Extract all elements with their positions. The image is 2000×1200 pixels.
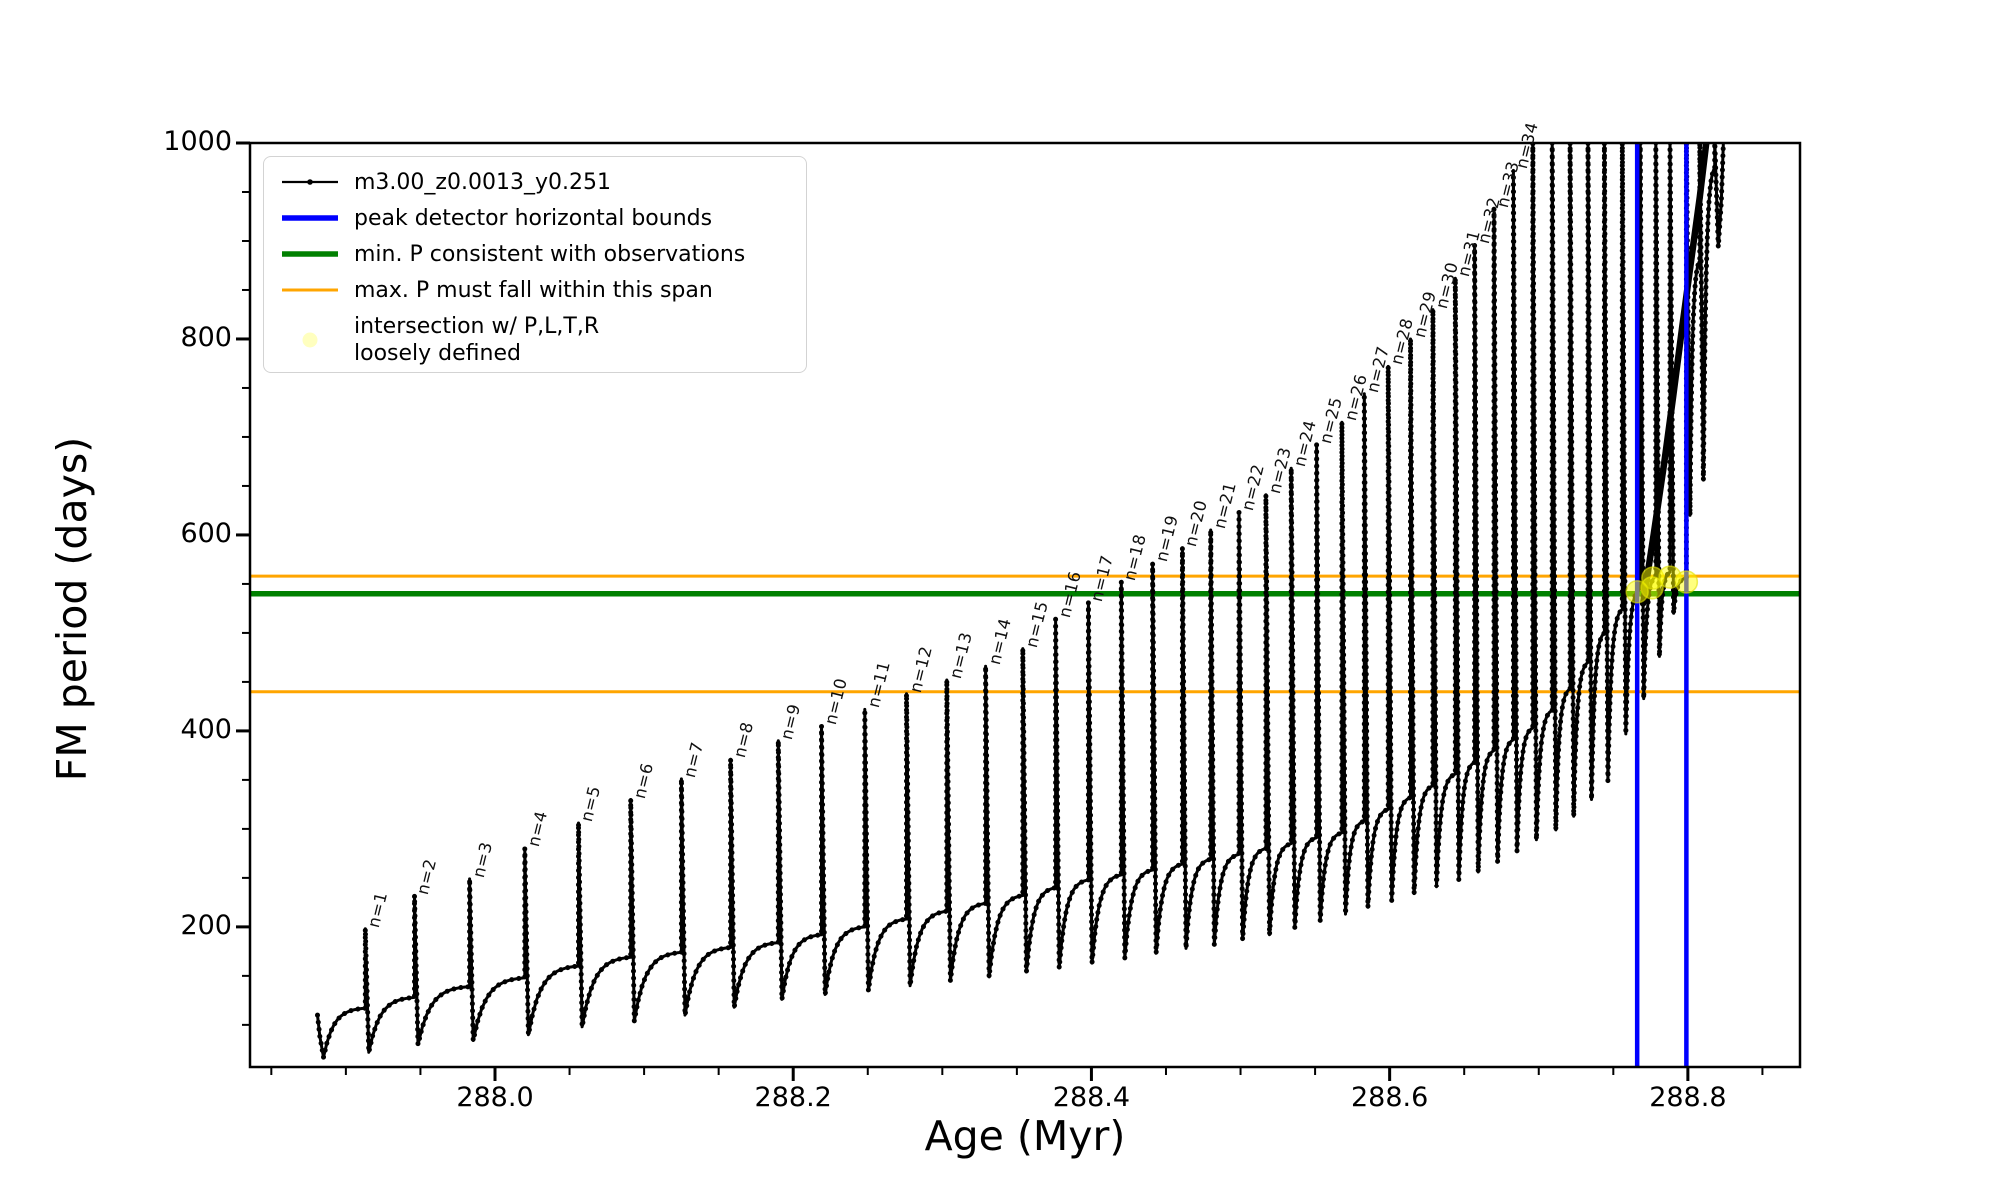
pulse-curve-markers [315,143,1726,1058]
legend-item-label: min. P consistent with observations [354,241,746,267]
y-tick-label: 800 [180,321,232,353]
y-axis-label: FM period (days) [48,436,96,782]
x-axis-label: Age (Myr) [924,1112,1126,1160]
y-tick-label: 600 [180,517,232,549]
legend-line-sample-icon [274,170,346,194]
legend-item-label: peak detector horizontal bounds [354,205,713,231]
intersection-marker [1674,570,1699,594]
legend-item: intersection w/ P,L,T,R loosely defined [274,308,806,372]
legend-item: m3.00_z0.0013_y0.251 [274,164,806,200]
x-tick-label: 288.6 [1350,1082,1429,1113]
y-tick-label: 200 [180,909,232,941]
legend-line-sample-icon [274,206,346,230]
legend-item-label: m3.00_z0.0013_y0.251 [354,169,611,195]
legend-item: max. P must fall within this span [274,272,806,308]
final-rise-curve [1639,143,1710,607]
x-tick-label: 288.0 [456,1082,534,1113]
plot-area [250,143,1800,1067]
legend-item: peak detector horizontal bounds [274,200,806,236]
y-tick-label: 400 [180,713,232,745]
legend-item-label: max. P must fall within this span [354,277,713,303]
legend-item-label: intersection w/ P,L,T,R loosely defined [354,314,600,366]
y-tick-label: 1000 [163,126,232,157]
x-tick-label: 288.8 [1649,1082,1727,1113]
legend-scatter-marker-icon [274,328,346,352]
x-tick-label: 288.2 [754,1082,832,1113]
legend-line-sample-icon [274,278,346,302]
x-tick-label: 288.4 [1052,1082,1131,1113]
legend-line-sample-icon [274,242,346,266]
plot-border [248,141,1802,1069]
legend-item: min. P consistent with observations [274,236,806,272]
